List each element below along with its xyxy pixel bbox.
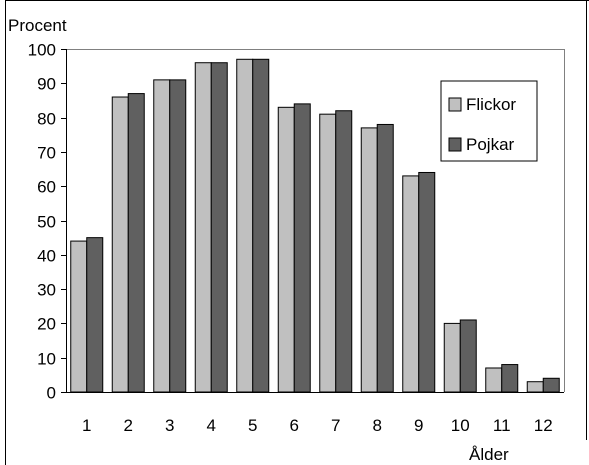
bar-flickor-6 [277,106,295,393]
bar-flickor-8 [360,127,378,393]
legend-swatch-pojkar [448,137,462,152]
y-tick-label-80: 80 [37,110,56,129]
bar-flickor-5 [236,58,254,393]
y-tick-label-30: 30 [37,281,56,300]
x-tick-label-5: 5 [248,416,257,435]
legend-label-pojkar: Pojkar [466,135,515,154]
bar-pojkar-7 [335,110,353,393]
bar-pojkar-1 [86,237,104,393]
x-tick-label-12: 12 [534,416,553,435]
y-tick-label-90: 90 [37,75,56,94]
x-tick-label-3: 3 [165,416,174,435]
x-tick-label-2: 2 [124,416,133,435]
legend: Flickor Pojkar [440,80,538,162]
y-tick-label-40: 40 [37,247,56,266]
y-tick-label-0: 0 [47,384,56,403]
x-tick-label-8: 8 [373,416,382,435]
bar-pojkar-8 [376,123,394,393]
bar-flickor-11 [485,367,503,393]
bar-pojkar-9 [418,171,436,393]
x-tick-label-7: 7 [331,416,340,435]
x-tick-label-10: 10 [451,416,470,435]
x-axis-title: Ålder [469,445,509,464]
bar-pojkar-12 [542,377,560,393]
y-tick-label-100: 100 [28,41,56,60]
bar-flickor-10 [443,322,461,393]
x-tick-label-4: 4 [207,416,216,435]
y-tick-label-50: 50 [37,213,56,232]
bar-flickor-3 [153,79,171,393]
bar-pojkar-11 [501,364,519,393]
bar-pojkar-3 [169,79,187,393]
y-tick-label-10: 10 [37,350,56,369]
x-tick-label-6: 6 [290,416,299,435]
bar-pojkar-2 [127,93,145,393]
y-axis-title: Procent [8,16,67,35]
x-axis: 1 2 3 4 5 6 7 8 9 10 11 12 [66,392,564,435]
legend-label-flickor: Flickor [466,95,516,114]
bar-flickor-1 [70,240,88,393]
y-axis: 0 10 20 30 40 50 60 70 80 90 100 [28,41,67,403]
legend-swatch-flickor [448,97,462,112]
bar-pojkar-5 [252,58,270,393]
x-tick-label-11: 11 [493,416,511,435]
bar-flickor-2 [111,96,129,393]
x-tick-label-9: 9 [414,416,423,435]
bar-flickor-9 [402,175,420,393]
bar-pojkar-10 [459,319,477,393]
y-tick-label-60: 60 [37,178,56,197]
bar-pojkar-6 [293,103,311,393]
x-tick-label-1: 1 [82,416,91,435]
bar-flickor-7 [319,113,337,393]
legend-box [440,80,538,162]
y-tick-label-20: 20 [37,315,56,334]
bar-flickor-4 [194,62,212,393]
bar-flickor-12 [526,381,544,393]
bar-pojkar-4 [210,62,228,393]
y-tick-label-70: 70 [37,144,56,163]
